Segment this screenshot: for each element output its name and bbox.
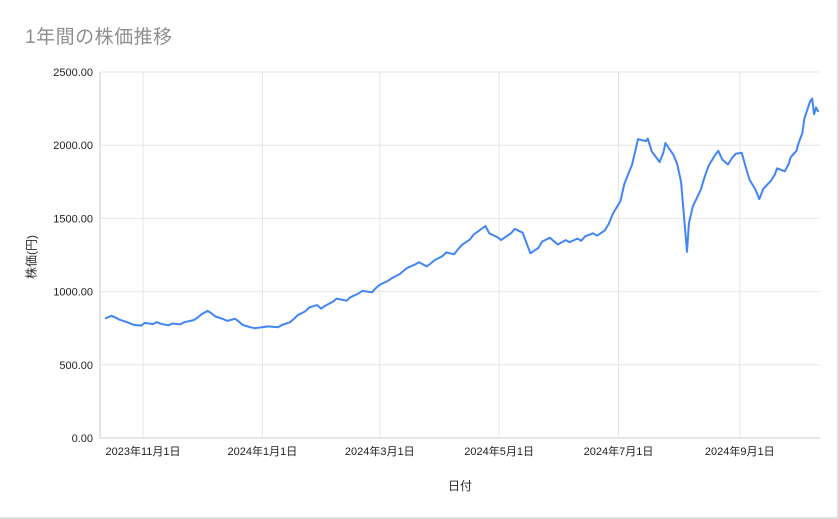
chart-title: 1年間の株価推移 [25, 27, 173, 48]
x-tick-label: 2024年7月1日 [584, 444, 654, 458]
y-tick-label: 2500.00 [53, 67, 93, 79]
x-axis-title: 日付 [447, 479, 473, 493]
x-tick-label: 2024年5月1日 [464, 444, 534, 458]
price-line-series [104, 97, 819, 330]
x-tick-label: 2024年9月1日 [705, 444, 775, 458]
y-tick-label: 500.00 [59, 360, 93, 372]
x-tick-label: 2023年11月1日 [106, 444, 181, 458]
y-tick-label: 1000.00 [53, 287, 93, 299]
y-tick-label: 2000.00 [53, 140, 93, 152]
x-tick-label: 2024年3月1日 [345, 444, 415, 458]
y-axis-title: 株価(円) [24, 235, 39, 279]
y-tick-label: 0.00 [72, 433, 93, 445]
y-tick-label: 1500.00 [53, 213, 93, 225]
x-tick-label: 2024年1月1日 [228, 444, 298, 458]
